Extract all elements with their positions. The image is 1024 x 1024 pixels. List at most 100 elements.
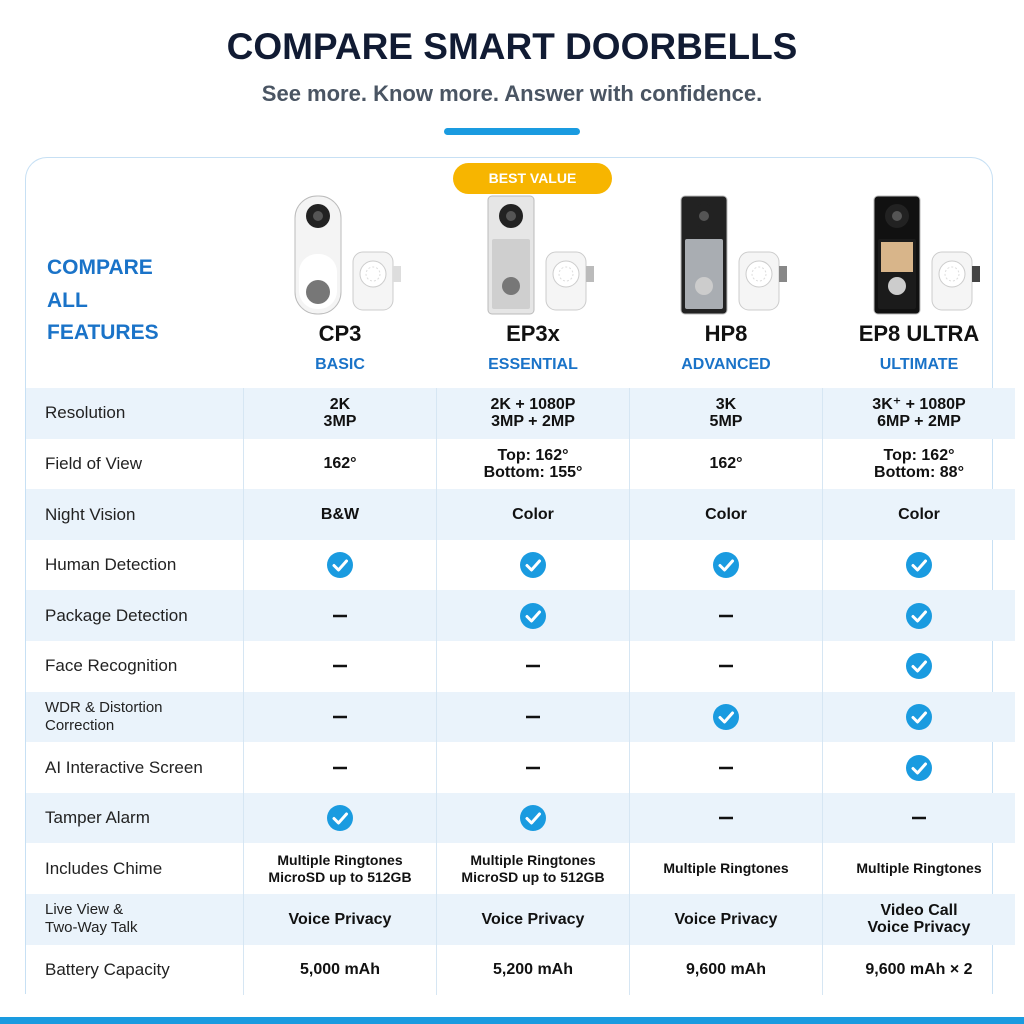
product-tier: ADVANCED <box>681 356 771 373</box>
dash-icon <box>905 804 933 832</box>
product-image <box>854 194 984 319</box>
cell-text: B&W <box>320 506 360 523</box>
footer-bar <box>0 1017 1024 1024</box>
dash-icon <box>519 703 547 731</box>
check-icon <box>519 551 547 579</box>
feature-label: Night Vision <box>45 504 136 524</box>
check-icon <box>905 754 933 782</box>
cell-text: 2K + 1080P <box>490 396 576 414</box>
cell-text: 9,600 mAh <box>685 961 767 979</box>
cell-text: Multiple Ringtones <box>856 860 982 877</box>
dash-icon <box>326 703 354 731</box>
cell-text: Color <box>705 506 747 523</box>
column-divider <box>243 388 244 996</box>
dash-icon <box>712 804 740 832</box>
heading-line: FEATURES <box>47 321 159 344</box>
cell-text: 162° <box>323 455 357 473</box>
cell-text: Bottom: 155° <box>483 463 583 481</box>
product-image <box>661 194 791 319</box>
check-icon <box>905 551 933 579</box>
cell-text: Top: 162° <box>883 446 955 464</box>
cell-text: 5,000 mAh <box>299 961 381 979</box>
cell-text: Voice Privacy <box>867 919 971 937</box>
cell-text: 162° <box>709 455 743 473</box>
cell-text: MicroSD up to 512GB <box>268 868 412 885</box>
dash-icon <box>326 754 354 782</box>
cell-text: Multiple Ringtones <box>277 851 403 868</box>
badge: BEST VALUE <box>453 163 612 194</box>
heading-line: ALL <box>47 288 88 312</box>
dash-icon <box>519 754 547 782</box>
check-icon <box>905 652 933 680</box>
product-image <box>468 194 598 319</box>
feature-label: Two-Way Talk <box>45 919 138 937</box>
feature-label: Field of View <box>45 453 143 473</box>
cell-text: Color <box>898 506 940 523</box>
dash-icon <box>712 602 740 630</box>
product-image <box>275 194 405 319</box>
check-icon <box>905 703 933 731</box>
cell-text: Voice Privacy <box>288 910 392 928</box>
product-name: EP8 ULTRA <box>858 321 980 346</box>
dash-icon <box>712 652 740 680</box>
feature-label: Live View & <box>45 901 124 919</box>
cell-text: Multiple Ringtones <box>470 851 596 868</box>
cell-text: Video Call <box>880 902 958 920</box>
feature-label: Tamper Alarm <box>45 808 150 828</box>
dash-icon <box>712 754 740 782</box>
feature-label: Face Recognition <box>45 656 178 676</box>
row-band <box>26 388 1015 439</box>
product-tier: BASIC <box>315 356 365 373</box>
feature-label: Resolution <box>45 403 126 423</box>
card <box>25 157 993 994</box>
accent-bar <box>444 128 580 135</box>
cell-text: Top: 162° <box>497 446 569 464</box>
cell-text: 6MP + 2MP <box>877 413 961 431</box>
heading-line: COMPARE <box>47 256 153 279</box>
check-icon <box>519 804 547 832</box>
cell-text: Color <box>512 506 554 523</box>
column-divider <box>436 388 437 996</box>
feature-label: Battery Capacity <box>45 959 170 979</box>
feature-label: Package Detection <box>45 605 188 625</box>
column-divider <box>822 388 823 996</box>
cell-text: Bottom: 88° <box>874 463 964 481</box>
cell-text: 3MP + 2MP <box>491 413 575 431</box>
check-icon <box>712 703 740 731</box>
dash-icon <box>326 652 354 680</box>
feature-label: Human Detection <box>45 555 177 575</box>
row-band <box>26 894 1015 945</box>
product-name: CP3 <box>318 321 362 346</box>
dash-icon <box>326 602 354 630</box>
feature-label: Includes Chime <box>45 858 163 878</box>
cell-text: 5MP <box>709 413 743 431</box>
product-tier: ULTIMATE <box>879 356 959 373</box>
product-name: EP3x <box>506 321 560 346</box>
cell-text: 3K⁺ + 1080P <box>872 396 966 414</box>
feature-label: Correction <box>45 716 115 734</box>
cell-text: MicroSD up to 512GB <box>461 868 605 885</box>
check-icon <box>519 602 547 630</box>
product-name: HP8 <box>704 321 748 346</box>
cell-text: Voice Privacy <box>481 910 585 928</box>
row-band <box>26 691 1015 743</box>
check-icon <box>326 804 354 832</box>
cell-text: 3MP <box>323 413 357 431</box>
row-band <box>26 489 1015 540</box>
product-tier: ESSENTIAL <box>488 356 578 373</box>
check-icon <box>326 551 354 579</box>
cell-text: 2K <box>329 396 351 414</box>
feature-label: AI Interactive Screen <box>45 757 203 777</box>
feature-label: WDR & Distortion <box>45 698 163 716</box>
cell-text: 9,600 mAh × 2 <box>865 961 973 979</box>
cell-text: Multiple Ringtones <box>663 860 789 877</box>
cell-text: 3K <box>715 396 737 414</box>
title: COMPARE SMART DOORBELLS <box>226 26 798 67</box>
column-divider <box>629 388 630 996</box>
cell-text: 5,200 mAh <box>492 961 574 979</box>
check-icon <box>905 602 933 630</box>
cell-text: Voice Privacy <box>674 910 778 928</box>
dash-icon <box>519 652 547 680</box>
subtitle: See more. Know more. Answer with confide… <box>261 81 763 106</box>
